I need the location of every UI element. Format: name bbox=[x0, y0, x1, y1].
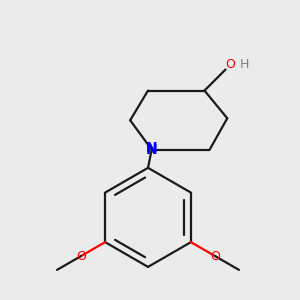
Text: O: O bbox=[210, 250, 220, 262]
Text: N: N bbox=[146, 143, 158, 157]
Text: H: H bbox=[240, 58, 249, 71]
Text: O: O bbox=[226, 58, 236, 71]
Text: O: O bbox=[76, 250, 86, 262]
Text: N: N bbox=[146, 141, 158, 155]
